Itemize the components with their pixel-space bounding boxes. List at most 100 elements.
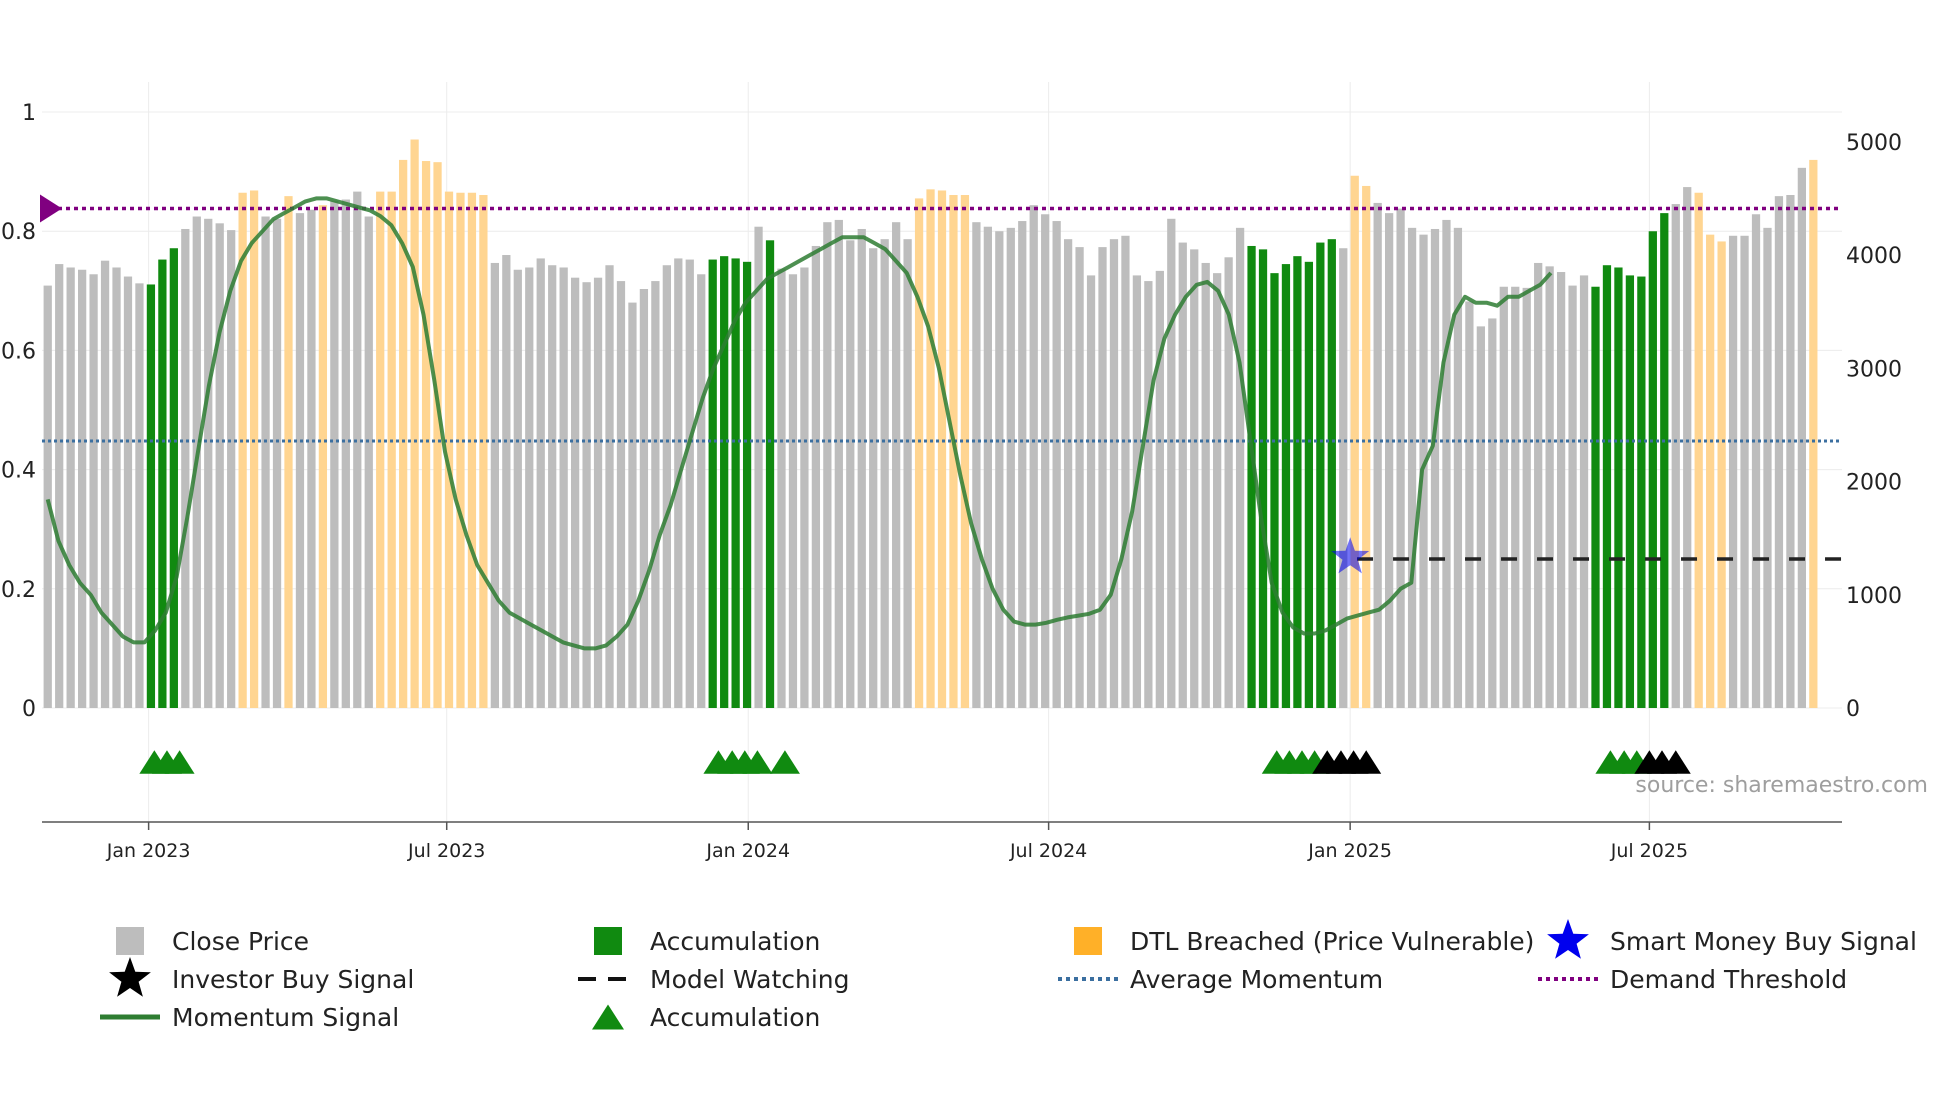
demand-threshold-marker (40, 194, 62, 223)
price-bar (272, 218, 282, 709)
right-axis-tick-label: 4000 (1846, 244, 1902, 269)
price-bar (376, 191, 385, 708)
price-bar (834, 219, 843, 708)
price-bar (1522, 287, 1531, 708)
accumulation-triangle (742, 750, 773, 774)
price-bar (307, 209, 316, 708)
price-bar (800, 267, 809, 708)
price-bar (410, 139, 419, 709)
price-bar (1442, 219, 1451, 708)
price-bar (1453, 227, 1463, 708)
price-bar (1774, 196, 1784, 709)
price-bar (731, 258, 740, 708)
price-bars (43, 139, 1818, 709)
price-bar (1396, 208, 1405, 708)
black-star-icon (109, 957, 151, 997)
price-bar (995, 231, 1004, 708)
price-bar (1362, 185, 1371, 708)
price-bar (1235, 227, 1245, 708)
price-bar (570, 277, 580, 708)
legend-item: DTL Breached (Price Vulnerable) (1074, 927, 1534, 956)
signal-markers (139, 537, 1691, 774)
price-bar (1029, 205, 1038, 708)
price-bar (146, 284, 156, 708)
price-bar (1075, 247, 1084, 709)
price-bar (123, 276, 133, 708)
price-bar (100, 260, 110, 708)
legend-item: Average Momentum (1058, 965, 1383, 994)
price-bar (467, 192, 477, 708)
price-bar (1465, 301, 1474, 708)
price-bar (1728, 235, 1738, 709)
price-bar (1671, 204, 1680, 708)
price-bar (284, 196, 293, 709)
price-bar (1488, 318, 1497, 708)
investor-buy-triangle (1660, 750, 1691, 774)
price-bar (1511, 286, 1520, 708)
left-axis-tick-label: 1 (22, 101, 36, 126)
price-bar (261, 216, 270, 708)
price-bar (788, 274, 798, 708)
accumulation-triangle (164, 750, 195, 774)
price-bar (1740, 235, 1749, 709)
price-bar (1327, 239, 1336, 708)
price-bar (158, 259, 167, 708)
accumulation-triangle (769, 750, 800, 774)
price-bar (1155, 270, 1164, 708)
price-bar (421, 161, 431, 708)
blue-star-icon (1547, 919, 1589, 959)
price-bar (1201, 262, 1210, 708)
price-bar (777, 268, 786, 708)
left-axis-tick-label: 0.8 (1, 220, 36, 245)
price-bar (811, 245, 821, 709)
orange-square-icon (1074, 927, 1102, 955)
price-bar (823, 222, 832, 708)
x-axis-tick-label: Jul 2023 (407, 840, 485, 862)
price-bar (1407, 227, 1417, 708)
price-bar (1224, 257, 1233, 708)
price-bar (857, 228, 866, 709)
price-bar (1579, 275, 1589, 708)
price-bar (616, 281, 626, 708)
price-bar (525, 267, 534, 708)
price-bar (914, 198, 924, 708)
price-bar (903, 239, 912, 708)
axes: 0 0.2 0.4 0.6 0.8 1 0 1000 2000 3000 4000 5000 Jan 2… (1, 101, 1902, 862)
price-bar (295, 213, 305, 709)
price-bar (536, 258, 545, 708)
price-bar (1648, 231, 1657, 708)
right-axis-tick-label: 0 (1846, 697, 1860, 722)
price-bar (456, 192, 465, 708)
price-bar (1534, 262, 1543, 708)
left-axis-tick-label: 0.6 (1, 339, 36, 364)
price-bar (949, 195, 958, 708)
price-bar (1751, 214, 1761, 708)
price-bar (1476, 326, 1485, 708)
price-bar (1006, 227, 1015, 708)
momentum-signal-line (45, 196, 1553, 651)
price-bar (66, 267, 75, 708)
price-bar (1121, 235, 1130, 709)
price-bar (720, 256, 729, 708)
price-bar (593, 277, 603, 708)
price-bar (1281, 264, 1291, 708)
price-bar (685, 259, 694, 708)
legend-label: Demand Threshold (1610, 965, 1847, 994)
price-bar (983, 226, 992, 708)
price-bar (341, 199, 350, 708)
left-axis-tick-label: 0.4 (1, 459, 36, 484)
price-bar (1350, 175, 1359, 708)
price-bar (1247, 245, 1256, 709)
price-bar (55, 264, 64, 708)
left-axis-tick-label: 0.2 (1, 578, 36, 603)
price-bar (754, 226, 763, 708)
price-bar (169, 248, 178, 708)
x-axis-tick-label: Jan 2025 (1307, 840, 1392, 862)
legend-label: Investor Buy Signal (172, 965, 414, 994)
legend-item: Accumulation (594, 927, 820, 956)
price-bar (937, 190, 947, 709)
price-bar (1683, 187, 1692, 708)
price-bar (1694, 192, 1703, 708)
price-bar (1098, 247, 1107, 709)
